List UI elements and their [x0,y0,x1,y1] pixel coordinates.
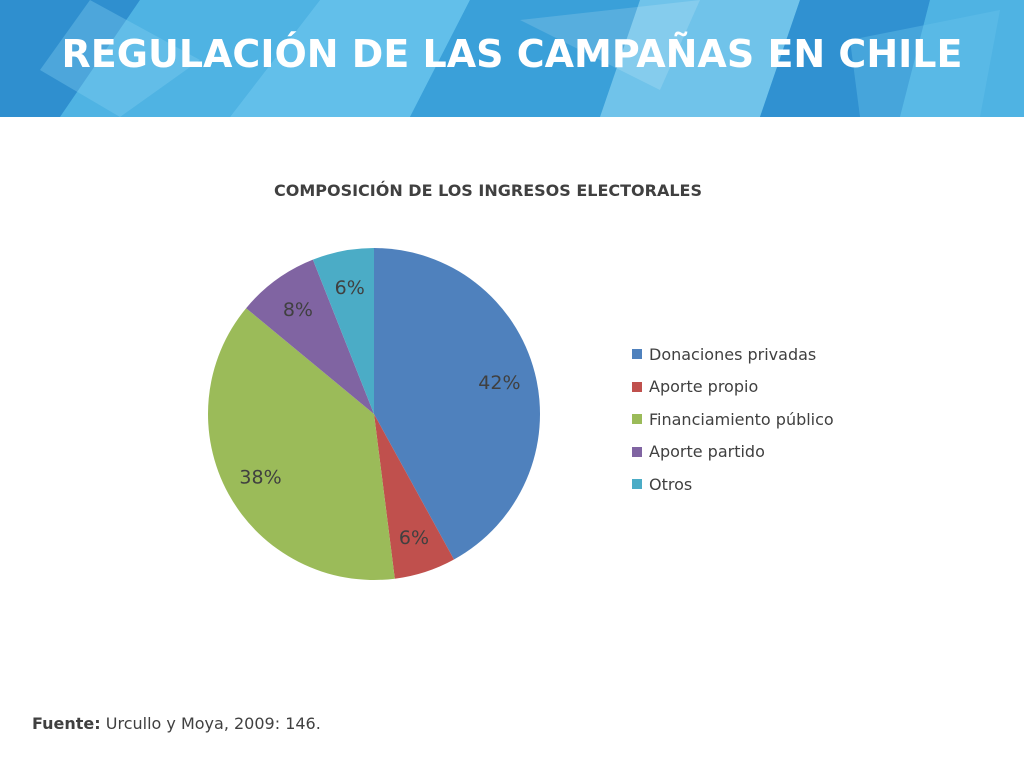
chart-title: COMPOSICIÓN DE LOS INGRESOS ELECTORALES [273,181,703,200]
legend-label: Otros [649,474,693,494]
legend-swatch [632,381,642,392]
legend-item: Aporte propio [632,371,834,404]
data-label-4: 8% [283,299,313,321]
source-text: Urcullo y Moya, 2009: 146. [100,714,321,733]
data-label-1: 42% [478,372,520,394]
legend-item: Aporte partido [632,436,834,469]
slide-title: REGULACIÓN DE LAS CAMPAÑAS EN CHILE [61,32,963,76]
legend-label: Aporte propio [649,377,759,397]
title-banner: REGULACIÓN DE LAS CAMPAÑAS EN CHILE [0,0,1024,117]
data-label-2: 6% [399,527,429,549]
chart-legend: Donaciones privadas Aporte propio Financia… [632,338,834,501]
data-label-5: 6% [335,277,365,299]
pie-slice-3 [208,308,395,580]
legend-label: Aporte partido [649,442,765,462]
pie-slice-4 [246,259,374,414]
pie-slice-2 [374,414,454,579]
legend-label: Donaciones privadas [649,344,817,364]
legend-item: Donaciones privadas [632,338,834,371]
legend-swatch [632,349,642,360]
legend-swatch [632,479,642,490]
legend-label: Financiamiento público [649,409,834,429]
source-label: Fuente: [32,714,101,733]
legend-item: Otros [632,468,834,501]
pie-slice-5 [312,248,374,414]
legend-swatch [632,414,642,425]
polygon-background [0,0,1024,117]
legend-item: Financiamiento público [632,403,834,436]
source-note: Fuente: Urcullo y Moya, 2009: 146. [32,714,321,733]
legend-swatch [632,446,642,457]
data-label-3: 38% [239,466,281,488]
pie-slice-1 [374,248,540,560]
